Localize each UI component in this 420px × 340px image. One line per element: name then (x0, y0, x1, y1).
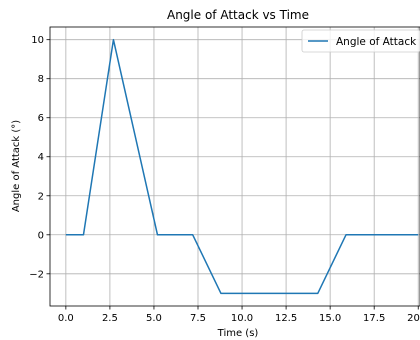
grid (50, 27, 420, 306)
plot-frame (49, 26, 420, 307)
y-tick-label: 10 (31, 35, 44, 46)
x-tick-label: 0.0 (58, 313, 74, 324)
x-tick-label: 5.0 (146, 313, 162, 324)
chart-title: Angle of Attack vs Time (167, 8, 309, 22)
legend-box (301, 29, 420, 53)
series-group (65, 38, 419, 295)
y-tick-label: 0 (38, 230, 44, 241)
x-tick-label: 20.0 (407, 313, 420, 324)
x-tick-label: 17.5 (363, 313, 385, 324)
x-tick-label: 15.0 (319, 313, 341, 324)
series-line (65, 38, 419, 295)
y-tick-label: 6 (38, 113, 44, 124)
x-axis-label: Time (s) (217, 328, 259, 339)
x-tick-label: 10.0 (231, 313, 253, 324)
y-axis-label: Angle of Attack (°) (11, 120, 22, 212)
y-tick-label: 8 (38, 74, 44, 85)
y-axis-ticks: −2 0 2 4 6 8 10 (29, 35, 50, 280)
legend-label: Angle of Attack (336, 36, 417, 48)
x-axis-ticks: 0.0 2.5 5.0 7.5 10.0 12.5 15.0 17.5 20.0 (58, 306, 420, 324)
x-tick-label: 12.5 (275, 313, 297, 324)
y-tick-label: 2 (38, 191, 44, 202)
x-tick-label: 7.5 (190, 313, 206, 324)
legend: Angle of Attack (301, 29, 420, 53)
x-tick-label: 2.5 (102, 313, 118, 324)
y-tick-label: 4 (38, 152, 44, 163)
y-tick-label: −2 (29, 269, 44, 280)
